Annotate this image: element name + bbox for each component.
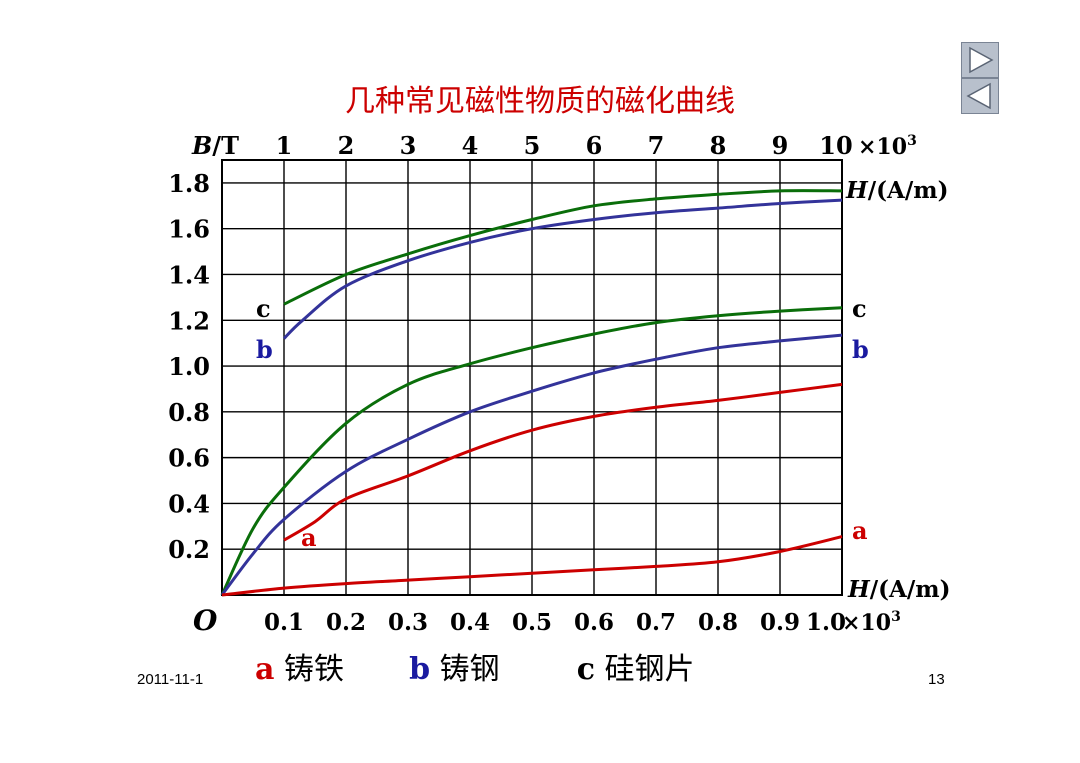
y-tick-label: 1.0 [168,352,210,381]
series-line-b-top [282,198,843,340]
y-tick-label: 0.2 [168,535,210,564]
top-tick-label: 4 [462,131,479,160]
y-tick-label: 1.8 [168,169,210,198]
page-title: 几种常见磁性物质的磁化曲线 [345,84,735,119]
top-tick-label: 7 [648,131,665,160]
top-tick-label: 8 [710,131,727,160]
top-tick-label: 10 [819,131,852,160]
bottom-tick-label: 0.1 [264,609,304,636]
y-tick-label: 1.2 [168,306,210,335]
play-right-icon [969,46,994,74]
series-line-a-bottom [283,382,843,542]
bottom-tick-label: 0.6 [574,609,614,636]
bottom-axis-multiplier: ×103 [842,609,901,636]
series-line-b-bottom [220,333,843,596]
play-left-icon [966,82,991,110]
top-tick-label: 3 [400,131,417,160]
footer-page-number: 13 [928,671,945,688]
bottom-tick-label: 0.8 [698,609,738,636]
top-tick-label: 2 [338,131,355,160]
top-tick-label: 9 [772,131,789,160]
next-slide-button[interactable] [961,42,999,78]
y-tick-label: 0.8 [168,398,210,427]
curve-label-a: a [301,523,317,552]
curve-label-b: b [256,335,273,364]
legend-a-text: 铸铁 [284,652,344,687]
curve-label-a: a [852,516,868,545]
legend-b-text: 铸钢 [439,652,500,687]
footer-date: 2011-11-1 [137,671,204,688]
curve-label-c: c [256,294,271,323]
top-axis-label: H/(A/m) [845,177,948,204]
bottom-axis-label: H/(A/m) [847,576,950,603]
curve-label-b: b [852,335,869,364]
top-tick-label: 1 [276,131,293,160]
top-tick-label: 6 [586,131,603,160]
y-tick-label: 0.4 [168,489,210,518]
top-axis-multiplier: ×103 [858,133,917,160]
bottom-tick-label: 0.7 [636,609,676,636]
bottom-tick-label: 0.3 [388,609,428,636]
legend-a-letter: a [255,652,275,687]
y-tick-label: 1.6 [168,215,210,244]
origin-label: O [193,604,218,637]
legend-c-text: 硅钢片 [604,652,695,687]
series-line-c-bottom [220,306,843,596]
prev-slide-button[interactable] [961,78,999,114]
series-line-c-top [283,189,843,306]
y-axis-label: B/T [191,131,239,160]
legend-c-letter: c [576,652,595,687]
bottom-tick-label: 0.5 [512,609,552,636]
legend: a 铸铁 b 铸钢 c 硅钢片 [255,644,695,688]
y-tick-label: 1.4 [168,260,210,289]
bottom-tick-label: 0.4 [450,609,490,636]
top-tick-label: 5 [524,131,541,160]
legend-b-letter: b [409,652,431,687]
bottom-tick-label: 0.2 [326,609,366,636]
bottom-tick-label: 1.0 [806,609,846,636]
curve-label-c: c [852,294,867,323]
y-tick-label: 0.6 [168,444,210,473]
series-line-a-top [221,535,843,597]
bottom-tick-label: 0.9 [760,609,800,636]
